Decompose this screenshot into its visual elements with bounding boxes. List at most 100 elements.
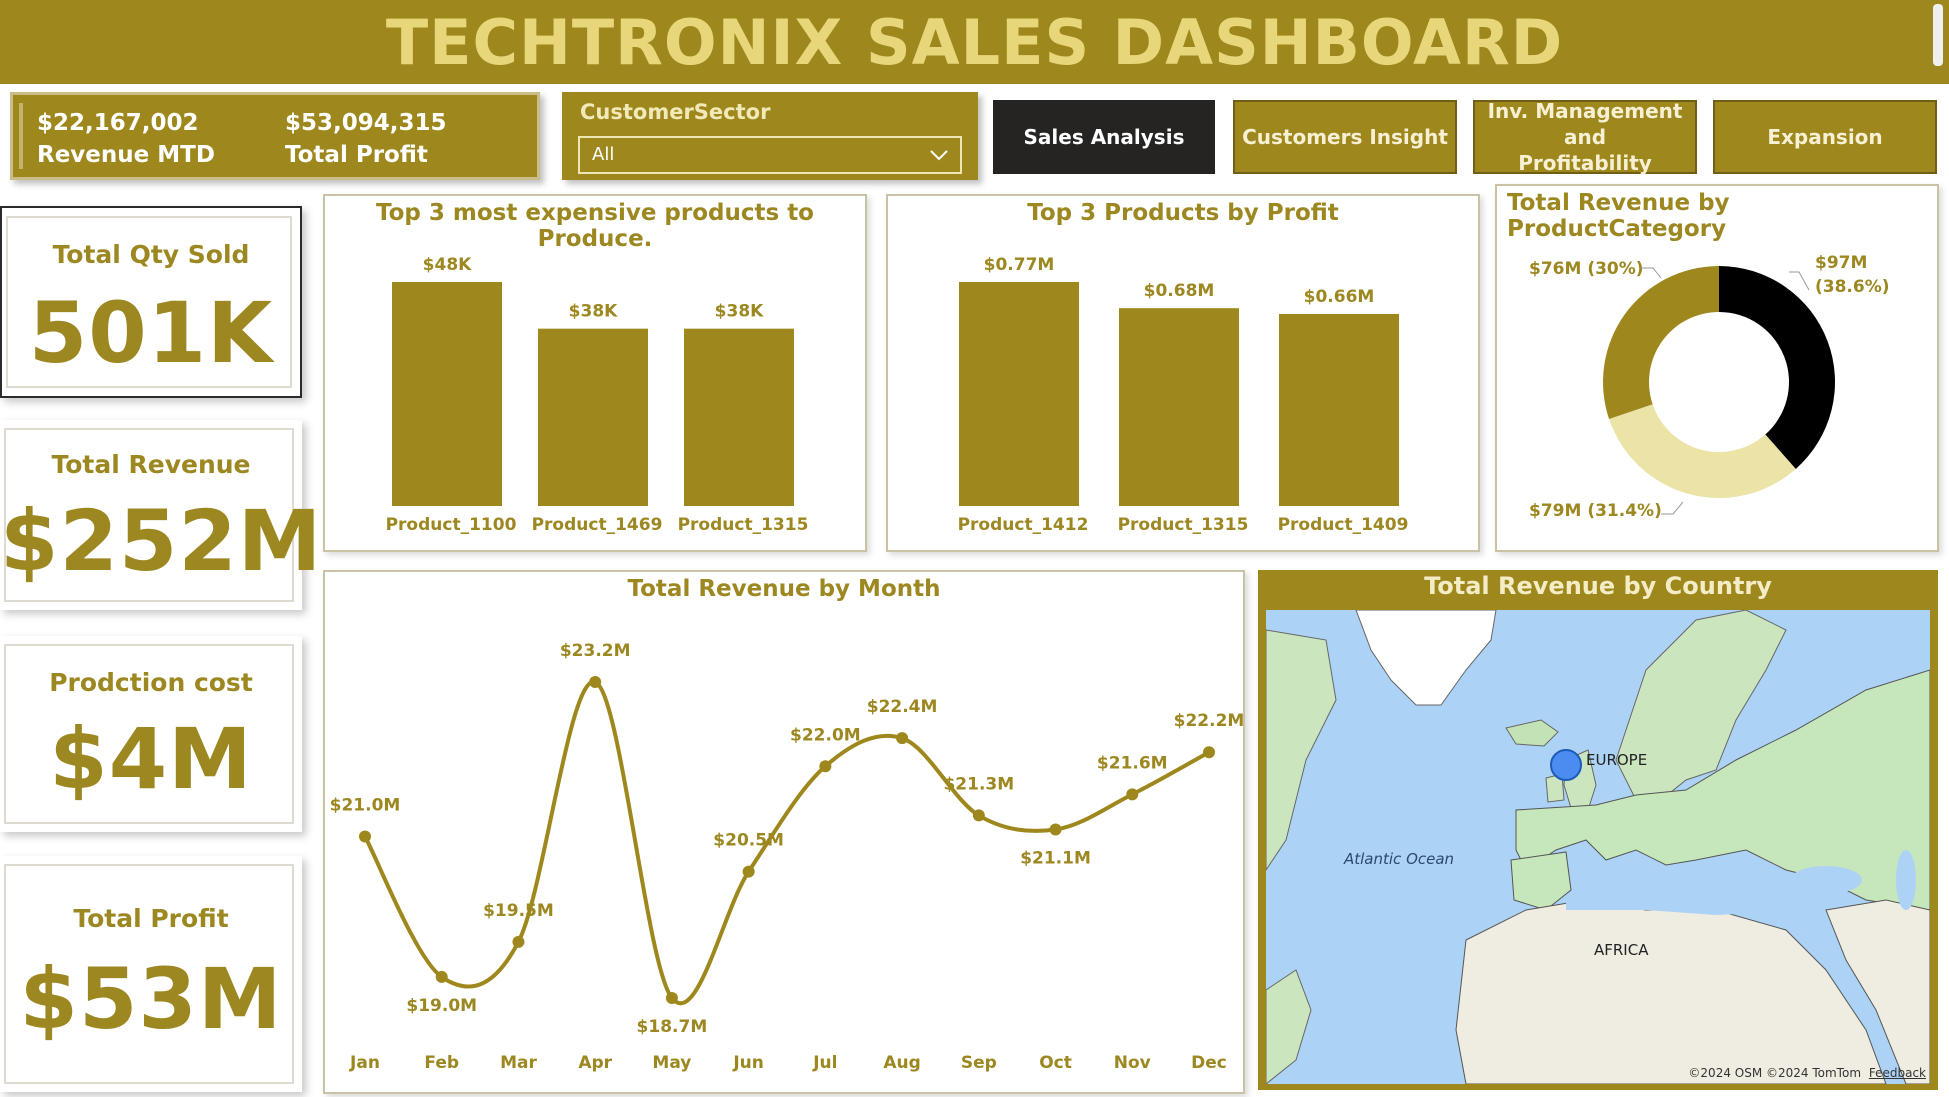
category-slice-0-label: $97M <box>1815 253 1867 273</box>
month-axis-label-6: Jul <box>812 1053 837 1073</box>
revenue-profit-strip: $22,167,002 Revenue MTD $53,094,315 Tota… <box>10 92 540 180</box>
month-point-6[interactable] <box>819 760 832 773</box>
card-frame <box>4 428 294 602</box>
iceland-landmass <box>1505 719 1559 747</box>
total-revenue-label: Total Revenue <box>51 450 251 479</box>
revenue-by-month-panel: Total Revenue by Month $21.0M Jan $19.0M Fe… <box>323 570 1245 1094</box>
card-frame <box>4 864 294 1084</box>
nav-customers-insight-button[interactable]: Customers Insight <box>1233 100 1457 174</box>
top-profit-products-bar-0[interactable] <box>959 282 1079 506</box>
month-data-label-8: $21.3M <box>943 774 1014 794</box>
nav-sales-analysis-button[interactable]: Sales Analysis <box>993 100 1215 174</box>
nav-inventory-label-line1: Inv. Management and <box>1487 99 1683 149</box>
card-frame <box>4 644 294 824</box>
top-profit-products-title: Top 3 Products by Profit <box>1027 200 1339 226</box>
country-map[interactable]: EUROPE AFRICA Atlantic Ocean ©2024 OSM ©… <box>1266 610 1930 1084</box>
revenue-by-category-panel: Total Revenue by ProductCategory $97M (38… <box>1495 184 1939 552</box>
total-qty-sold-card: Total Qty Sold 501K <box>0 206 302 398</box>
map-attribution-text: ©2024 OSM ©2024 TomTom <box>1688 1066 1862 1080</box>
month-point-9[interactable] <box>1049 823 1062 836</box>
category-slice-1-label: $79M (31.4%) <box>1529 501 1662 521</box>
month-data-label-6: $22.0M <box>790 725 861 745</box>
total-profit-label: Total Profit <box>73 904 229 933</box>
month-data-label-10: $21.6M <box>1097 753 1168 773</box>
revenue-by-country-panel: Total Revenue by Country <box>1258 570 1938 1090</box>
total-revenue-value: $252M <box>0 492 323 590</box>
month-point-2[interactable] <box>512 935 525 948</box>
category-slice-2-leader <box>1641 267 1662 279</box>
month-axis-label-0: Jan <box>349 1053 380 1073</box>
revenue-by-category-donut: $97M (38.6%) $79M (31.4%) $76M (30%) <box>1529 253 1890 521</box>
month-data-label-11: $22.2M <box>1174 711 1243 731</box>
production-cost-value: $4M <box>49 710 253 808</box>
europe-revenue-bubble <box>1550 749 1582 781</box>
nav-sales-analysis-label: Sales Analysis <box>1023 125 1185 149</box>
total-revenue-card: Total Revenue $252M <box>0 420 323 610</box>
card-frame <box>6 216 292 388</box>
nav-inventory-profitability-button[interactable]: Inv. Management and Profitability <box>1473 99 1697 175</box>
category-slice-0[interactable] <box>1719 266 1835 469</box>
top-profit-products-panel: Top 3 Products by Profit $0.77M Product_1… <box>886 194 1480 552</box>
top-profit-products-category-label-1: Product_1315 <box>1118 515 1249 535</box>
month-axis-label-2: Mar <box>500 1053 537 1073</box>
month-point-3[interactable] <box>589 676 602 688</box>
month-axis-label-8: Sep <box>961 1053 997 1073</box>
month-point-7[interactable] <box>896 732 909 745</box>
expensive-products-data-label-1: $38K <box>569 302 618 322</box>
iberia-landmass <box>1510 851 1572 911</box>
revenue-by-category-title: Total Revenue by ProductCategory <box>1507 190 1730 242</box>
customer-sector-slicer: CustomerSector All <box>562 92 978 180</box>
mediterranean-sea <box>1566 885 1816 915</box>
top-profit-products-bar-2[interactable] <box>1279 314 1399 506</box>
customer-sector-dropdown[interactable]: All <box>578 136 962 174</box>
caspian-sea <box>1896 850 1916 910</box>
month-point-10[interactable] <box>1126 788 1139 801</box>
chevron-down-icon <box>930 150 948 161</box>
revenue-line <box>363 679 1210 1006</box>
africa-map-label: AFRICA <box>1594 941 1649 959</box>
category-slice-1[interactable] <box>1609 404 1796 498</box>
revenue-mtd-label: Revenue MTD <box>37 142 215 168</box>
month-data-label-4: $18.7M <box>637 1017 708 1037</box>
nav-expansion-button[interactable]: Expansion <box>1713 100 1937 174</box>
month-data-label-0: $21.0M <box>330 795 401 815</box>
expensive-products-title: Top 3 most expensive products to Produce… <box>376 200 814 252</box>
month-point-1[interactable] <box>435 970 448 983</box>
month-axis-label-9: Oct <box>1039 1053 1072 1073</box>
total-profit-strip-value: $53,094,315 <box>285 110 447 136</box>
total-profit-card: Total Profit $53M <box>0 856 302 1092</box>
category-slice-1-leader <box>1661 501 1684 515</box>
total-qty-sold-label: Total Qty Sold <box>52 240 250 269</box>
total-profit-strip-label: Total Profit <box>285 142 428 168</box>
dropdown-value: All <box>592 144 615 165</box>
month-point-4[interactable] <box>665 992 678 1004</box>
month-data-label-7: $22.4M <box>867 697 938 717</box>
expensive-products-category-label-1: Product_1469 <box>532 515 663 535</box>
month-point-0[interactable] <box>359 830 371 843</box>
dashboard-title: TECHTRONIX SALES DASHBOARD <box>385 6 1564 79</box>
expensive-products-panel: Top 3 most expensive products to Produce… <box>323 194 867 552</box>
europe-map-label: EUROPE <box>1586 751 1647 769</box>
page-scrollbar[interactable] <box>1933 4 1943 66</box>
month-axis-label-1: Feb <box>424 1053 459 1073</box>
month-point-8[interactable] <box>972 809 985 822</box>
expensive-products-bar-1[interactable] <box>538 328 648 506</box>
month-axis-label-11: Dec <box>1191 1053 1227 1073</box>
expensive-products-data-label-0: $48K <box>423 255 472 275</box>
month-point-5[interactable] <box>742 865 755 878</box>
map-attribution: ©2024 OSM ©2024 TomTom Feedback <box>1688 1066 1926 1080</box>
map-feedback-link[interactable]: Feedback <box>1868 1066 1926 1080</box>
expensive-products-category-label-0: Product_1100 <box>386 515 517 535</box>
month-data-label-9: $21.1M <box>1020 848 1091 868</box>
month-point-11[interactable] <box>1203 746 1215 759</box>
top-profit-products-bar-1[interactable] <box>1119 308 1239 506</box>
revenue-by-month-title: Total Revenue by Month <box>627 576 941 602</box>
nav-inventory-label-line2: Profitability <box>1518 151 1652 175</box>
top-profit-products-data-label-1: $0.68M <box>1144 281 1215 301</box>
top-profit-products-chart: $0.77M Product_1412 $0.68M Product_1315 $0.6… <box>958 255 1409 535</box>
expensive-products-bar-0[interactable] <box>392 282 502 506</box>
month-axis-label-3: Apr <box>578 1053 612 1073</box>
month-axis-label-4: May <box>652 1053 691 1073</box>
category-slice-2[interactable] <box>1603 266 1719 419</box>
expensive-products-bar-2[interactable] <box>684 328 794 506</box>
